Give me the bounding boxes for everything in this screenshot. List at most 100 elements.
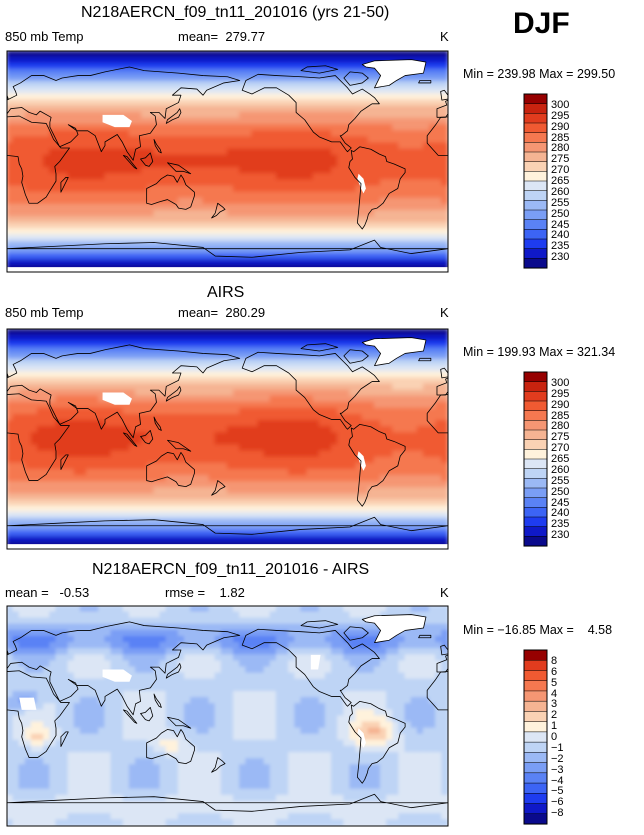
panel3-colorbar-tick: 6 xyxy=(551,665,558,678)
panel3-frame xyxy=(6,605,449,827)
panel3-colorbar-tick: 5 xyxy=(551,676,558,689)
colorbar-box xyxy=(523,400,548,412)
panel2-min-max: Min = 199.93 Max = 321.34 xyxy=(463,345,616,359)
panel3-map xyxy=(6,605,449,827)
panel1-colorbar-tick: 250 xyxy=(551,207,570,220)
panel1-colorbar-tick: 290 xyxy=(551,120,570,133)
colorbar-box xyxy=(523,248,548,259)
panel1-colorbar-tick: 240 xyxy=(551,229,570,242)
panel1-title: N218AERCN_f09_tn11_201016 (yrs 21-50) xyxy=(81,4,390,21)
colorbar-box xyxy=(523,497,548,508)
panel3-colorbar-tick: 8 xyxy=(551,654,558,667)
panel2-colorbar-tick: 240 xyxy=(551,507,570,520)
panel3-coastlines xyxy=(7,614,448,826)
panel1-colorbar-tick: 260 xyxy=(551,185,570,198)
panel3-colorbar-tick: 0 xyxy=(551,731,558,743)
panel3-units-label: K xyxy=(440,585,449,600)
colorbar-box xyxy=(523,371,548,383)
panel3-colorbar-tick: −4 xyxy=(551,774,564,787)
panel2-variable-label: 850 mb Temp xyxy=(5,305,84,320)
panel3-colorbar-tick: 1 xyxy=(551,720,558,733)
colorbar-box xyxy=(523,793,548,805)
panel1-variable-label: 850 mb Temp xyxy=(5,29,84,44)
panel1-colorbar-tick: 295 xyxy=(551,109,570,122)
colorbar-box xyxy=(523,209,548,221)
panel3-colorbar-tick: −5 xyxy=(551,785,564,798)
panel2-mean-label: mean= 280.29 xyxy=(178,305,266,320)
panel2-colorbar-tick: 265 xyxy=(551,453,570,465)
panel2-colorbar-tick: 280 xyxy=(551,420,570,433)
panel3-colorbar-tick: 2 xyxy=(551,709,558,722)
panel3-colorbar-tick: −2 xyxy=(551,752,564,765)
panel1-units-label: K xyxy=(440,29,449,44)
panel3-colorbar-tick: −6 xyxy=(551,796,564,809)
colorbar-box xyxy=(523,507,548,518)
colorbar-box xyxy=(523,180,548,192)
colorbar-box xyxy=(523,772,548,784)
panel1-frame xyxy=(6,50,449,273)
colorbar-box xyxy=(523,190,548,201)
panel2-colorbar xyxy=(523,371,548,547)
colorbar-box xyxy=(523,161,548,172)
panel3-colorbar-tick: −1 xyxy=(551,741,564,754)
colorbar-box xyxy=(523,200,548,211)
panel2-colorbar-tick: 255 xyxy=(551,474,570,487)
panel2-colorbar-tick: 300 xyxy=(551,376,570,389)
panel2-coastlines xyxy=(7,337,448,549)
panel3-colorbar xyxy=(523,649,548,825)
panel1-field xyxy=(7,51,448,272)
colorbar-box xyxy=(523,752,548,764)
panel3-colorbar-tick: 3 xyxy=(551,698,558,711)
colorbar-box xyxy=(523,721,548,733)
colorbar-box xyxy=(523,219,548,230)
colorbar-box xyxy=(523,711,548,723)
colorbar-box xyxy=(523,741,548,753)
panel1-colorbar-tick: 245 xyxy=(551,218,570,231)
colorbar-box xyxy=(523,113,548,124)
panel1-colorbar-tick: 230 xyxy=(551,251,570,264)
colorbar-box xyxy=(523,420,548,431)
panel2-colorbar-tick: 260 xyxy=(551,463,570,476)
panel1-coastlines xyxy=(7,59,448,272)
panel2-map xyxy=(6,328,449,550)
colorbar-box xyxy=(523,762,548,774)
panel1-colorbar-tick: 280 xyxy=(551,142,570,155)
colorbar-box xyxy=(523,439,548,450)
panel3-colorbar-tick: 4 xyxy=(551,687,558,700)
colorbar-box xyxy=(523,132,548,143)
panel2-colorbar-tick: 285 xyxy=(551,409,570,422)
panel2-units-label: K xyxy=(440,305,449,320)
panel3-colorbar-tick: −3 xyxy=(551,763,564,776)
colorbar-box xyxy=(523,468,548,479)
colorbar-box xyxy=(523,93,548,105)
colorbar-box xyxy=(523,229,548,240)
panel2-frame xyxy=(6,328,449,550)
colorbar-box xyxy=(523,381,548,392)
panel2-colorbar-tick: 295 xyxy=(551,387,570,400)
colorbar-box xyxy=(523,142,548,153)
panel1-colorbar-tick: 285 xyxy=(551,131,570,144)
colorbar-box xyxy=(523,536,548,547)
panel1-colorbar-tick: 255 xyxy=(551,196,570,209)
panel2-colorbar-tick: 270 xyxy=(551,442,570,455)
colorbar-box xyxy=(523,803,548,815)
panel3-rmse-label: rmse = 1.82 xyxy=(165,585,245,600)
panel3-mean-label: mean = -0.53 xyxy=(5,585,90,600)
colorbar-box xyxy=(523,151,548,163)
colorbar-box xyxy=(523,670,548,682)
panel2-colorbar-tick: 245 xyxy=(551,496,570,509)
panel2-colorbar-tick: 250 xyxy=(551,485,570,498)
panel1-colorbar-tick: 300 xyxy=(551,98,570,111)
colorbar-box xyxy=(523,103,548,114)
panel1-colorbar-tick: 270 xyxy=(551,164,570,177)
panel1-map xyxy=(6,50,449,273)
panel1-mean-label: mean= 279.77 xyxy=(178,29,266,44)
panel1-min-max: Min = 239.98 Max = 299.50 xyxy=(463,67,616,81)
panel1-colorbar xyxy=(523,93,548,269)
colorbar-box xyxy=(523,526,548,537)
panel3-min-max: Min = −16.85 Max = 4.58 xyxy=(463,623,613,637)
panel3-title: N218AERCN_f09_tn11_201016 - AIRS xyxy=(92,561,370,578)
colorbar-box xyxy=(523,478,548,489)
colorbar-box xyxy=(523,731,548,743)
